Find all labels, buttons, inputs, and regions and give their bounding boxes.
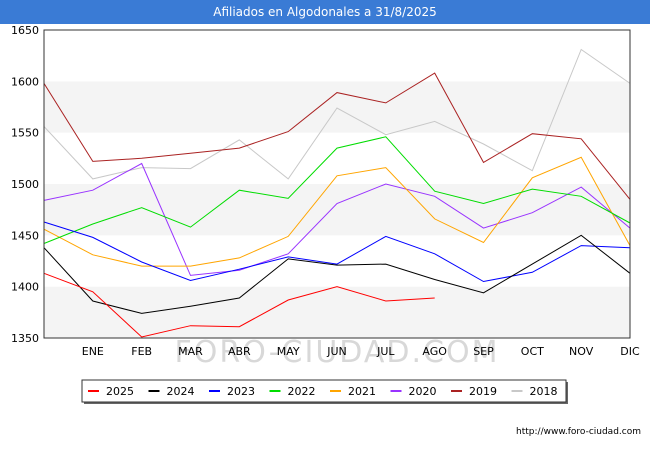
- x-tick-label: MAR: [178, 345, 203, 358]
- legend-label-2024: 2024: [167, 385, 195, 398]
- grid-band: [44, 286, 630, 338]
- legend-label-2025: 2025: [106, 385, 134, 398]
- x-tick-label: OCT: [521, 345, 544, 358]
- series-line-2020: [43, 162, 631, 276]
- x-tick-label: AGO: [422, 345, 447, 358]
- grid-band: [44, 235, 630, 287]
- legend-label-2022: 2022: [288, 385, 316, 398]
- grid-bands: [44, 30, 630, 338]
- legend-label-2020: 2020: [409, 385, 437, 398]
- legend-box: [81, 379, 567, 403]
- y-tick-label: 1550: [11, 127, 39, 140]
- x-tick-label: ABR: [228, 345, 251, 358]
- series-line-2022: [43, 136, 631, 244]
- y-tick-label: 1350: [11, 332, 39, 345]
- series-line-2021: [43, 156, 631, 267]
- legend-label-2021: 2021: [348, 385, 376, 398]
- watermark-layer: FORO-CIUDAD.COM: [175, 335, 500, 370]
- x-tick-label: JUL: [376, 345, 395, 358]
- series-lines: [43, 48, 631, 338]
- y-tick-label: 1450: [11, 229, 39, 242]
- x-tick-label: DIC: [620, 345, 640, 358]
- y-axis-ticks: 1350 1400 1450 1500 1550 1600 1650: [11, 24, 39, 345]
- y-tick-label: 1650: [11, 24, 39, 37]
- legend-label-2019: 2019: [469, 385, 497, 398]
- credit-link[interactable]: http://www.foro-ciudad.com: [516, 427, 641, 437]
- x-tick-label: FEB: [131, 345, 152, 358]
- x-tick-label: ENE: [82, 345, 104, 358]
- series-line-2025: [43, 272, 435, 338]
- series-line-2023: [43, 221, 631, 283]
- plot-border: [43, 29, 631, 339]
- grid-band: [44, 184, 630, 236]
- grid-band: [44, 81, 630, 133]
- chart-title: Afiliados en Algodonales a 31/8/2025: [0, 0, 650, 24]
- y-tick-label: 1400: [11, 281, 39, 294]
- watermark: FORO-CIUDAD.COM: [175, 335, 500, 370]
- x-axis-ticks: ENE FEB MAR ABR MAY JUN JUL AGO SEP OCT NOV DIC: [82, 345, 640, 358]
- legend: 2025 2024 2023 2022 2021 2020 2019 2018: [81, 379, 568, 404]
- x-tick-label: MAY: [277, 345, 300, 358]
- x-tick-label: NOV: [569, 345, 594, 358]
- series-line-2019: [43, 72, 631, 200]
- x-tick-label: SEP: [473, 345, 494, 358]
- y-tick-label: 1500: [11, 178, 39, 191]
- series-line-2024: [43, 234, 631, 314]
- x-tick-label: JUN: [326, 345, 347, 358]
- y-tick-label: 1600: [11, 75, 39, 88]
- grid-band: [44, 30, 630, 82]
- series-line-2018: [43, 48, 631, 180]
- legend-label-2023: 2023: [227, 385, 255, 398]
- legend-label-2018: 2018: [530, 385, 558, 398]
